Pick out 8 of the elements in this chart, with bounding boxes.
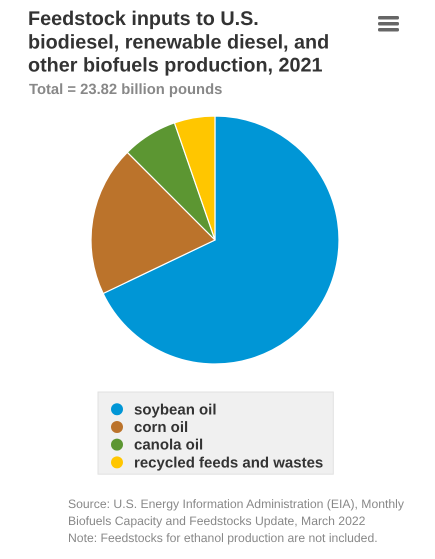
legend-label: recycled feeds and wastes — [134, 454, 324, 472]
legend-label: corn oil — [134, 418, 188, 436]
chart-title: Feedstock inputs to U.S. biodiesel, renewable diesel, and other biofuels production, 2021 — [28, 8, 330, 77]
chart-subtitle: Total = 23.82 billion pounds — [29, 82, 222, 98]
legend-label: soybean oil — [134, 401, 217, 418]
legend-label: canola oil — [134, 436, 204, 454]
source-note: Source: U.S. Energy Information Administration (EIA), Monthly Biofuels Capacity and Feedstocks Update, March 2022 — [68, 497, 405, 528]
text: Note: Feedstocks for ethanol production are not included. — [68, 531, 378, 545]
